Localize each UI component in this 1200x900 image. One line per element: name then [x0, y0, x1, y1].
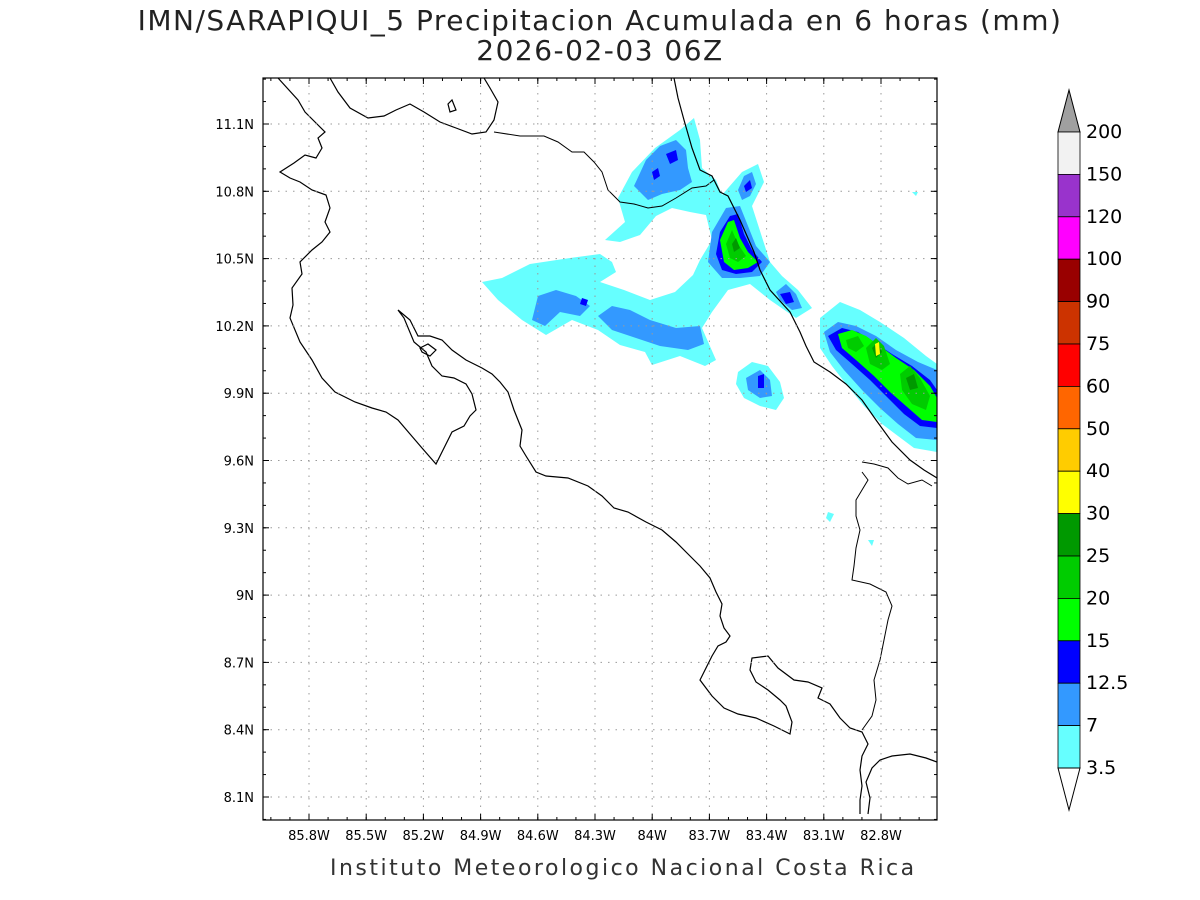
lat-label: 8.1N — [224, 791, 254, 806]
legend-label: 7 — [1086, 715, 1098, 737]
legend-swatch — [1057, 470, 1081, 515]
map-subtitle-date: 2026-02-03 06Z — [476, 34, 724, 67]
precip-band-3-5 — [482, 118, 937, 546]
lat-label: 10.5N — [215, 253, 254, 268]
legend-label: 40 — [1086, 460, 1110, 482]
axis-ticks — [263, 78, 937, 820]
lon-label: 85.5W — [345, 829, 387, 844]
legend-under-triangle — [1057, 767, 1081, 812]
lon-label: 83.4W — [746, 829, 788, 844]
legend-label: 3.5 — [1086, 757, 1116, 779]
color-legend: 200 150 120 100 90 75 60 50 40 30 25 20 15 12.5 7 3.5 — [1057, 88, 1128, 812]
legend-label: 60 — [1086, 375, 1110, 397]
legend-swatch — [1057, 513, 1081, 557]
lon-label: 84.6W — [517, 829, 559, 844]
lon-label: 84.9W — [460, 829, 502, 844]
latitude-labels: 11.1N 10.8N 10.5N 10.2N 9.9N 9.6N 9.3N 9N 8.7N 8.… — [215, 118, 254, 806]
lat-label: 9.6N — [224, 455, 254, 470]
legend-swatch — [1057, 682, 1081, 727]
legend-label: 200 — [1086, 121, 1122, 143]
lon-label: 83.7W — [688, 829, 730, 844]
legend-swatch — [1057, 725, 1081, 769]
precip-band-30 — [875, 342, 880, 356]
lon-label: 82.8W — [860, 829, 902, 844]
legend-label: 30 — [1086, 503, 1110, 525]
legend-label: 100 — [1086, 248, 1122, 270]
legend-swatch — [1057, 301, 1081, 345]
legend-swatch — [1057, 428, 1081, 472]
legend-label: 15 — [1086, 630, 1110, 652]
legend-label: 20 — [1086, 587, 1110, 609]
lat-label: 9.9N — [224, 387, 254, 402]
legend-label: 50 — [1086, 418, 1110, 440]
legend-label: 120 — [1086, 206, 1122, 228]
map-frame — [262, 77, 938, 821]
legend-swatch — [1057, 131, 1081, 175]
lat-label: 8.4N — [224, 724, 254, 739]
precipitation-field — [482, 118, 937, 546]
longitude-labels: 85.8W 85.5W 85.2W 84.9W 84.6W 84.3W 84W 83.7W 83… — [288, 829, 902, 844]
lat-label: 9N — [236, 589, 254, 604]
lat-label: 11.1N — [215, 118, 254, 133]
lat-label: 9.3N — [224, 522, 254, 537]
legend-swatch — [1057, 343, 1081, 387]
lon-label: 83.1W — [803, 829, 845, 844]
lat-label: 10.2N — [215, 320, 254, 335]
legend-over-triangle — [1057, 88, 1081, 133]
footer-credit: Instituto Meteorologico Nacional Costa R… — [330, 856, 917, 881]
legend-swatch — [1057, 173, 1081, 218]
legend-swatch — [1057, 598, 1081, 642]
lat-label: 8.7N — [224, 656, 254, 671]
legend-label: 150 — [1086, 163, 1122, 185]
legend-swatch — [1057, 555, 1081, 599]
legend-label: 12.5 — [1086, 672, 1128, 694]
legend-label: 90 — [1086, 291, 1110, 313]
lon-label: 84W — [637, 829, 667, 844]
legend-label: 25 — [1086, 545, 1110, 567]
lon-label: 84.3W — [574, 829, 616, 844]
lon-label: 85.8W — [288, 829, 330, 844]
coastlines — [277, 78, 937, 815]
legend-label: 75 — [1086, 333, 1110, 355]
map-title: IMN/SARAPIQUI_5 Precipitacion Acumulada … — [137, 4, 1063, 37]
lat-label: 10.8N — [215, 185, 254, 200]
grid-lines — [263, 78, 937, 820]
legend-swatch — [1057, 385, 1081, 430]
legend-swatch — [1057, 640, 1081, 684]
legend-swatch — [1057, 258, 1081, 303]
political-borders — [493, 131, 933, 731]
legend-swatch — [1057, 216, 1081, 260]
lon-label: 85.2W — [402, 829, 444, 844]
